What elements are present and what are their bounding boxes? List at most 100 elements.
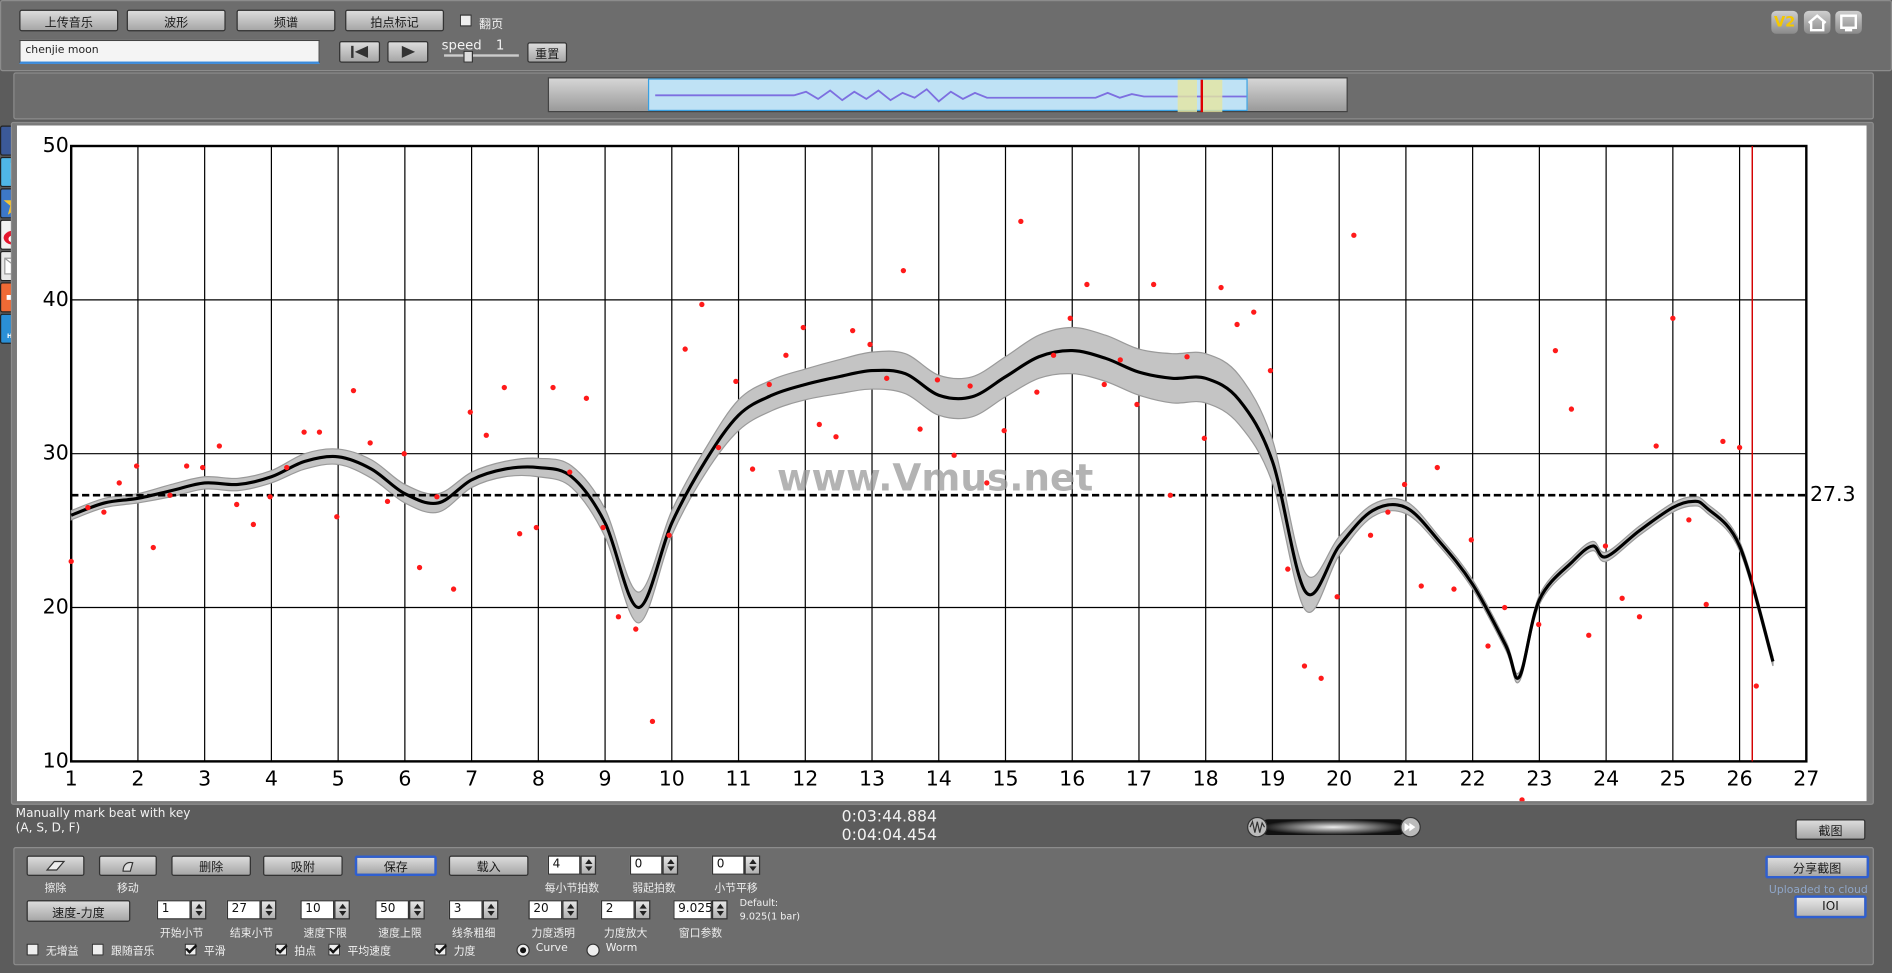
beat-point — [1602, 543, 1609, 549]
action-button[interactable]: 删除 — [171, 855, 251, 877]
option-checkbox[interactable] — [26, 943, 39, 956]
beat-point — [951, 452, 957, 458]
action-button[interactable]: 吸附 — [263, 855, 343, 877]
beat-point — [766, 381, 772, 388]
param-input[interactable]: 9.025 — [673, 900, 713, 920]
beat-point — [367, 440, 373, 446]
mode-button[interactable]: 速度-力度 — [26, 900, 131, 922]
beat-point — [550, 384, 556, 391]
beat-point — [416, 564, 423, 571]
param-arrows[interactable] — [711, 900, 728, 920]
option-checkbox[interactable] — [275, 943, 288, 956]
screenshot-button[interactable]: 截图 — [1795, 819, 1866, 840]
meter-input[interactable]: 0 — [629, 855, 663, 875]
beat-point — [749, 466, 756, 472]
action-button[interactable]: 载入 — [448, 855, 529, 877]
beat-point — [1519, 797, 1525, 802]
play-button[interactable] — [387, 41, 429, 63]
beat-point — [434, 494, 440, 500]
param-arrows[interactable] — [482, 900, 499, 920]
param-arrows[interactable] — [190, 900, 207, 920]
param-arrows[interactable] — [334, 900, 350, 920]
x-tick-label: 16 — [1059, 766, 1085, 790]
meter-input[interactable]: 0 — [711, 855, 745, 875]
upload-status: Uploaded to cloud — [1768, 884, 1868, 897]
beat-point — [267, 494, 273, 500]
beat-point — [1285, 566, 1291, 572]
param-arrows[interactable] — [562, 900, 578, 920]
toolbar-button[interactable]: 频谱 — [236, 9, 336, 32]
beat-point — [483, 432, 489, 438]
display-label: Worm — [605, 942, 638, 955]
beat-point — [116, 480, 122, 486]
beat-point — [1351, 232, 1357, 238]
beat-point — [1101, 381, 1107, 388]
option-label: 跟随音乐 — [111, 945, 155, 959]
param-arrows[interactable] — [260, 900, 277, 920]
home-button[interactable] — [1803, 10, 1831, 34]
beat-point — [401, 451, 407, 457]
option-checkbox[interactable] — [91, 943, 104, 956]
param-arrows[interactable] — [634, 900, 651, 920]
param-input[interactable]: 10 — [300, 900, 335, 920]
param-input[interactable]: 3 — [448, 900, 483, 920]
tool-button[interactable] — [98, 855, 157, 877]
speed-value: 1 — [495, 37, 505, 54]
default-note-1: Default: — [739, 897, 779, 909]
beat-point — [1753, 683, 1759, 689]
param-label: 力度透明 — [531, 927, 575, 940]
toolbar-button[interactable]: 上传音乐 — [19, 9, 119, 32]
beat-point — [1418, 583, 1424, 589]
option-checkbox[interactable] — [434, 943, 447, 956]
overview-selection[interactable] — [647, 78, 1248, 113]
beat-point — [567, 469, 573, 475]
param-arrows[interactable] — [409, 900, 425, 920]
page-turn-checkbox[interactable] — [459, 14, 472, 27]
beat-point — [1318, 675, 1324, 681]
meter-arrows[interactable] — [744, 855, 761, 875]
share-button[interactable]: 分享截图 — [1765, 855, 1870, 879]
param-input[interactable]: 2 — [600, 900, 635, 920]
x-tick-label: 23 — [1526, 766, 1552, 790]
param-input[interactable]: 1 — [156, 900, 191, 920]
beat-point — [1686, 517, 1692, 523]
action-button[interactable]: 保存 — [354, 855, 437, 877]
beat-point — [1619, 595, 1625, 601]
volume-widget[interactable] — [1246, 816, 1421, 838]
beat-point — [1670, 315, 1676, 321]
display-radio[interactable] — [586, 943, 600, 957]
reset-button[interactable]: 重置 — [527, 42, 568, 63]
param-input[interactable]: 27 — [226, 900, 261, 920]
version-badge[interactable]: V2 — [1771, 10, 1798, 34]
window-button[interactable] — [1835, 10, 1862, 34]
beat-point — [733, 378, 739, 385]
toolbar-button[interactable]: 波形 — [126, 9, 226, 32]
beat-point — [384, 498, 391, 505]
song-input[interactable]: chenjie moon — [19, 39, 320, 64]
x-tick-label: 13 — [859, 766, 885, 790]
speed-thumb[interactable] — [463, 50, 473, 63]
toolbar-button[interactable]: 拍点标记 — [345, 9, 445, 32]
beat-point — [1703, 601, 1709, 608]
display-radio[interactable] — [516, 943, 530, 957]
x-tick-label: 11 — [726, 766, 752, 790]
prev-button[interactable] — [339, 41, 381, 63]
speed-slider[interactable] — [444, 54, 519, 57]
param-input[interactable]: 20 — [528, 900, 563, 920]
beat-point — [133, 463, 140, 469]
option-checkbox[interactable] — [184, 943, 197, 956]
option-label: 平均速度 — [347, 945, 391, 959]
ioi-button[interactable]: IOI — [1794, 895, 1867, 919]
option-checkbox[interactable] — [328, 943, 341, 956]
beat-point — [1251, 309, 1257, 315]
beat-point — [884, 375, 890, 381]
beat-point — [1536, 621, 1542, 628]
meter-arrows[interactable] — [580, 855, 597, 875]
param-label: 速度下限 — [303, 927, 347, 940]
meter-arrows[interactable] — [662, 855, 679, 875]
tool-button[interactable] — [26, 855, 85, 877]
param-input[interactable]: 50 — [375, 900, 410, 920]
current-time: 0:03:44.884 — [841, 808, 937, 827]
meter-input[interactable]: 4 — [547, 855, 581, 875]
